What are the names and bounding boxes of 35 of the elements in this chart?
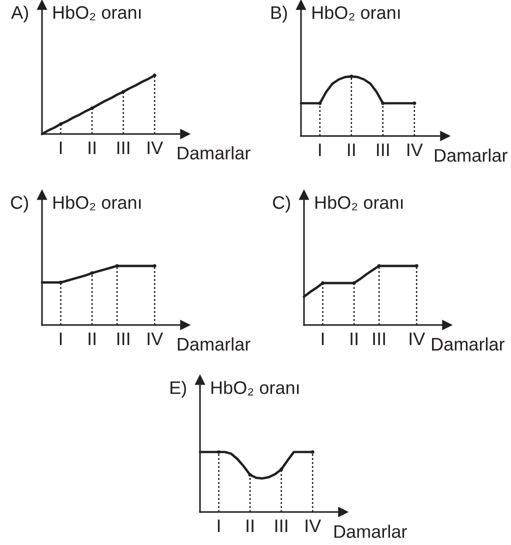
y-axis-title: HbO₂ oranı — [312, 6, 400, 20]
chart-title: B) — [271, 6, 287, 23]
y-axis-title: HbO₂ oranı — [53, 196, 141, 210]
x-tick-label: III — [117, 332, 130, 346]
x-tick-label: IV — [148, 142, 164, 154]
x-tick-label: IV — [410, 332, 426, 346]
chart-title: C) — [272, 196, 290, 213]
x-tick-label: I — [60, 142, 62, 154]
chart-title: E) — [170, 380, 186, 398]
x-tick-label: III — [373, 332, 385, 346]
x-tick-label: I — [319, 144, 321, 156]
x-tick-label: I — [322, 332, 324, 346]
x-tick-label: III — [117, 142, 130, 154]
y-axis-title: HbO₂ oranı — [211, 380, 299, 396]
chart-title: A) — [11, 6, 28, 22]
x-tick-label: IV — [408, 144, 423, 156]
x-axis-title: Damarlar — [178, 146, 250, 160]
x-tick-label: I — [60, 332, 62, 346]
x-tick-label: I — [218, 520, 220, 532]
x-tick-label: IV — [306, 520, 322, 532]
x-tick-label: II — [88, 332, 96, 346]
x-axis-title: Damarlar — [432, 337, 504, 351]
chart-title: C) — [10, 196, 28, 213]
x-axis-title: Damarlar — [434, 148, 508, 162]
x-tick-label: II — [350, 332, 358, 346]
x-tick-label: III — [275, 520, 288, 532]
x-tick-label: II — [348, 144, 355, 156]
y-axis-title: HbO₂ oranı — [53, 6, 141, 20]
x-tick-label: II — [246, 520, 254, 532]
y-axis-title: HbO₂ oranı — [315, 196, 403, 210]
x-tick-label: II — [88, 142, 96, 154]
x-tick-label: IV — [148, 332, 164, 346]
x-axis-title: Damarlar — [178, 337, 250, 351]
x-axis-title: Damarlar — [334, 524, 407, 538]
x-tick-label: III — [377, 144, 389, 156]
